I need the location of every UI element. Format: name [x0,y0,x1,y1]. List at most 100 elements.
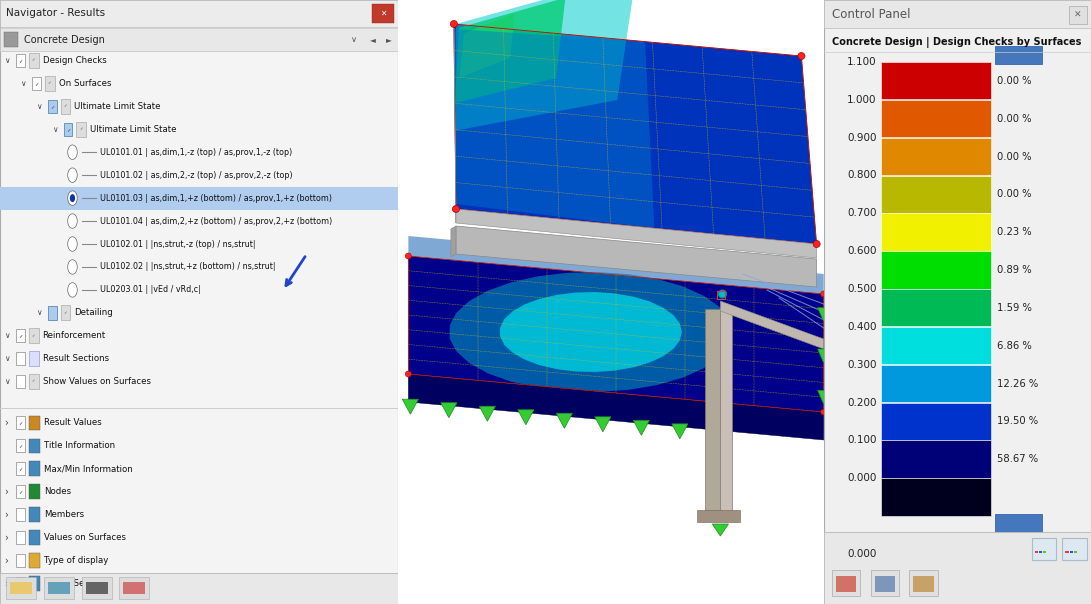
Bar [995,514,1042,532]
Polygon shape [455,0,565,103]
Text: 0.000: 0.000 [848,473,877,483]
Text: 0.00 %: 0.00 % [997,190,1032,199]
Circle shape [68,237,77,251]
Text: Control Panel: Control Panel [831,7,910,21]
Text: 19.50 %: 19.50 % [997,416,1039,426]
Text: Nodes: Nodes [44,487,71,496]
Text: 1.59 %: 1.59 % [997,303,1032,313]
Text: Detailing: Detailing [74,309,113,317]
Text: UL0101.04 | as,dim,2,+z (bottom) / as,prov,2,+z (bottom): UL0101.04 | as,dim,2,+z (bottom) / as,pr… [99,217,332,225]
Text: ∨: ∨ [350,36,357,44]
Bar [28,507,40,522]
Text: Result Sections: Result Sections [44,579,110,588]
Bar [28,328,38,343]
Bar [913,576,934,592]
Polygon shape [518,410,533,425]
Polygon shape [705,309,720,516]
Bar [880,62,991,99]
Text: ›: › [4,487,8,496]
Circle shape [68,168,77,182]
Text: ∨: ∨ [4,378,10,386]
Bar [697,510,740,522]
Text: UL0102.01 | |ns,strut,-z (top) / ns,strut|: UL0102.01 | |ns,strut,-z (top) / ns,stru… [99,240,255,248]
Text: ∨: ∨ [4,355,10,363]
Bar [880,327,991,364]
Text: ✓: ✓ [19,333,23,338]
Text: Ultimate Limit State: Ultimate Limit State [91,125,177,133]
Bar [880,365,991,402]
Bar [28,576,40,591]
Text: UL0101.01 | as,dim,1,-z (top) / as,prov,1,-z (top): UL0101.01 | as,dim,1,-z (top) / as,prov,… [99,148,291,156]
Bar [824,0,1091,28]
Text: 0.00 %: 0.00 % [997,114,1032,124]
Text: Max/Min Information: Max/Min Information [44,464,132,473]
Bar [5,577,36,599]
Circle shape [406,371,411,377]
Bar [0,187,398,210]
Text: Show Values on Surfaces: Show Values on Surfaces [43,378,151,386]
Bar [10,582,32,594]
Polygon shape [500,292,682,372]
Text: 0.00 %: 0.00 % [997,152,1032,162]
Polygon shape [408,256,824,412]
Text: 1.100: 1.100 [847,57,877,67]
Text: ✓: ✓ [65,127,70,132]
Text: Type of display: Type of display [44,556,108,565]
Polygon shape [455,0,636,130]
Polygon shape [441,403,457,418]
Bar [1074,551,1077,553]
Polygon shape [449,272,732,392]
Text: ✓: ✓ [19,489,23,494]
Circle shape [798,53,805,60]
Bar [880,478,991,515]
Bar [60,98,71,114]
Circle shape [68,283,77,297]
Text: 0.500: 0.500 [848,284,877,294]
Text: ✕: ✕ [381,9,386,18]
Bar [16,508,25,521]
Text: 0.000: 0.000 [848,549,877,559]
Polygon shape [408,236,824,294]
Text: 0.200: 0.200 [848,397,877,408]
Polygon shape [456,226,817,287]
Bar [76,121,86,137]
Polygon shape [817,390,830,404]
Bar [16,485,25,498]
Polygon shape [403,399,419,414]
Text: 58.67 %: 58.67 % [997,454,1039,464]
Bar [880,289,991,326]
Text: 0.800: 0.800 [848,170,877,181]
Text: UL0203.01 | |vEd / vRd,c|: UL0203.01 | |vEd / vRd,c| [99,286,201,294]
Text: ∨: ∨ [4,56,10,65]
Text: ✓: ✓ [32,334,36,338]
Text: 0.00 %: 0.00 % [997,76,1032,86]
Bar [63,123,72,136]
Text: ✓: ✓ [19,443,23,448]
Circle shape [70,194,75,202]
Polygon shape [451,226,456,257]
Text: ›: › [4,418,8,428]
Polygon shape [633,420,649,435]
Polygon shape [556,413,573,428]
Text: ›: › [4,510,8,519]
Text: Title Information: Title Information [44,442,115,450]
Text: UL0101.02 | as,dim,2,-z (top) / as,prov,2,-z (top): UL0101.02 | as,dim,2,-z (top) / as,prov,… [99,171,292,179]
Polygon shape [456,209,817,258]
Text: ›: › [4,556,8,565]
Bar [875,576,895,592]
Bar [82,577,111,599]
Bar [28,439,40,453]
Text: Values on Surfaces: Values on Surfaces [44,533,125,542]
Bar [372,4,394,23]
Bar [1043,551,1046,553]
Polygon shape [454,29,655,228]
Bar [16,531,25,544]
Bar [16,54,25,67]
Polygon shape [672,424,688,439]
Bar [48,100,57,113]
Polygon shape [459,13,515,78]
Text: ✓: ✓ [50,104,55,109]
Bar [718,291,726,299]
Bar [85,582,108,594]
Bar [831,570,861,596]
